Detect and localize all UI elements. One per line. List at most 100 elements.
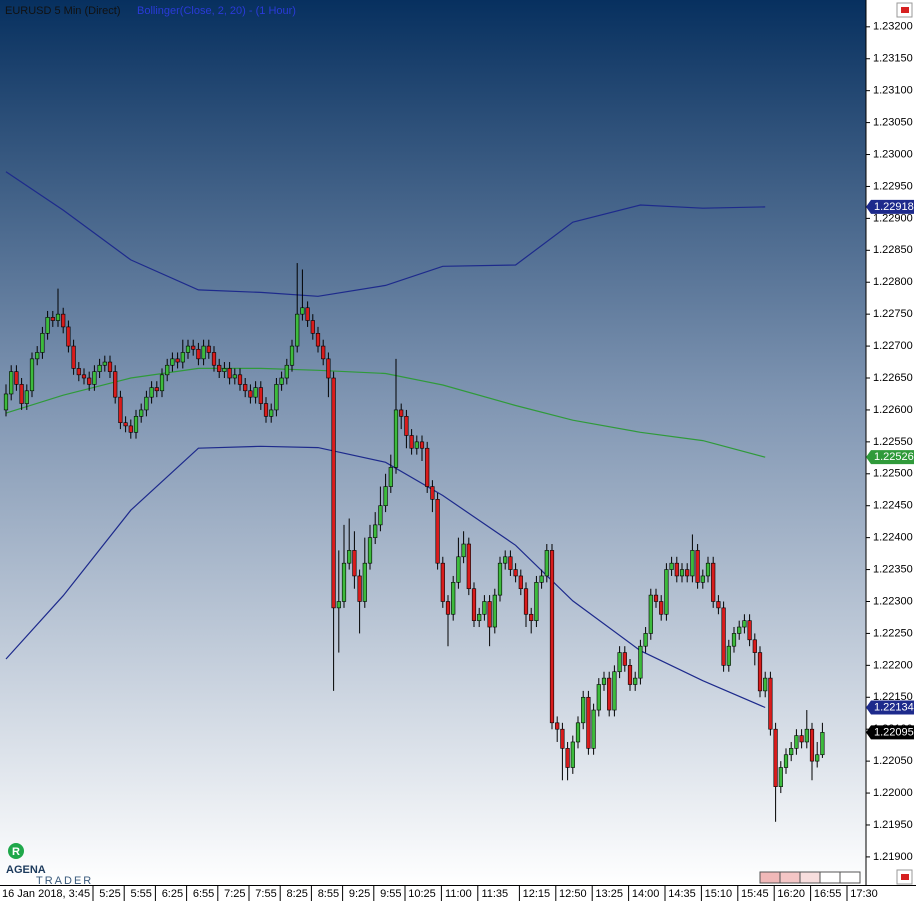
candle-body (289, 345, 295, 366)
candle-body (248, 390, 253, 398)
candle-body (66, 326, 71, 347)
x-tick-label: 14:00 (632, 888, 660, 900)
candle-body (253, 387, 258, 398)
candle-body (721, 607, 726, 666)
candle-body (742, 620, 747, 628)
candle-body (24, 390, 29, 404)
candle-body (81, 374, 87, 379)
candle-body (555, 722, 560, 730)
candle-body (321, 345, 326, 360)
candle-body (622, 652, 627, 666)
candle-body (269, 409, 274, 417)
y-tick-label: 1.22400 (873, 532, 913, 544)
candle-body (3, 393, 9, 411)
candle-body (170, 358, 175, 366)
candle-body (586, 696, 591, 749)
candle-body (820, 732, 825, 756)
x-tick-label: 14:35 (668, 888, 696, 900)
candle-body (518, 575, 523, 590)
candle-body (87, 377, 92, 385)
candle-body (799, 735, 804, 743)
candle-body (185, 345, 191, 353)
x-tick-label: 5:55 (130, 888, 151, 900)
scrollbar[interactable] (759, 871, 861, 884)
y-tick-label: 1.22850 (873, 244, 913, 256)
y-tick-label: 1.22300 (873, 595, 913, 607)
candle-body (404, 416, 409, 436)
candle-body (175, 358, 180, 363)
candle-body (393, 409, 399, 468)
price-marker-label: 1.22918 (874, 201, 914, 213)
candle-body (690, 550, 695, 577)
y-tick-label: 1.22200 (873, 659, 913, 671)
x-tick-label: 8:55 (318, 888, 339, 900)
candle-body (539, 575, 544, 583)
candle-body (154, 387, 159, 392)
candle-body (669, 562, 674, 570)
y-tick-label: 1.22050 (873, 755, 913, 767)
y-tick-label: 1.21900 (873, 851, 913, 863)
candle-body (674, 562, 679, 577)
instrument-title: EURUSD 5 Min (Direct) (5, 5, 121, 17)
candle-body (92, 371, 97, 385)
candle-body (659, 601, 664, 615)
y-tick-label: 1.22750 (873, 308, 913, 320)
candle-body (414, 441, 419, 449)
candle-body (612, 671, 617, 711)
candle-body (435, 499, 440, 564)
candle-body (133, 416, 139, 433)
logo-sub: TRADER (36, 875, 93, 887)
candle-body (243, 384, 248, 392)
x-tick-label: 10:25 (408, 888, 436, 900)
candle-body (295, 313, 300, 347)
candle-body (165, 364, 170, 376)
candle-body (705, 562, 711, 577)
candle-body (513, 569, 518, 577)
candle-body (482, 601, 487, 615)
candle-body (201, 345, 206, 360)
logo-badge: R (12, 846, 20, 858)
indicator-title: Bollinger(Close, 2, 20) - (1 Hour) (137, 5, 296, 17)
candle-body (326, 358, 331, 379)
y-tick-label: 1.22000 (873, 787, 913, 799)
price-marker (866, 725, 914, 740)
candle-body (29, 358, 35, 392)
candle-body (445, 601, 451, 615)
scroll-button-top-icon (901, 7, 909, 13)
candle-body (487, 601, 492, 628)
candle-body (747, 620, 752, 641)
candle-body (648, 594, 653, 634)
candle-body (388, 467, 393, 487)
x-tick-label: 7:55 (255, 888, 276, 900)
price-marker (866, 199, 914, 214)
x-tick-label: 15:10 (705, 888, 733, 900)
candle-body (128, 425, 133, 433)
candle-body (804, 728, 809, 743)
axes: 1.23200 1.23150 1.23100 1.23050 1.23000 1.229… (2, 21, 914, 901)
candle-body (336, 601, 341, 609)
candle-body (123, 422, 128, 427)
x-tick-label: 9:55 (380, 888, 401, 900)
candle-body (679, 569, 685, 577)
x-tick-label: 8:25 (286, 888, 307, 900)
candle-body (643, 633, 648, 647)
price-marker-label: 1.22134 (874, 701, 914, 713)
plot-background (0, 0, 866, 885)
candle-body (310, 320, 315, 334)
candle-body (211, 352, 217, 366)
y-tick-label: 1.23000 (873, 148, 913, 160)
candle-body (144, 396, 149, 411)
candle-body (419, 441, 425, 449)
candle-body (581, 696, 586, 724)
candle-body (258, 387, 263, 404)
candle-body (331, 377, 336, 609)
x-tick-label: 12:50 (559, 888, 587, 900)
candle-body (9, 371, 14, 395)
x-tick-label: 16:20 (777, 888, 805, 900)
x-tick-label: 15:45 (741, 888, 769, 900)
y-tick-label: 1.22700 (873, 340, 913, 352)
candle-body (497, 562, 503, 596)
candle-body (373, 524, 378, 538)
candle-body (149, 387, 154, 398)
